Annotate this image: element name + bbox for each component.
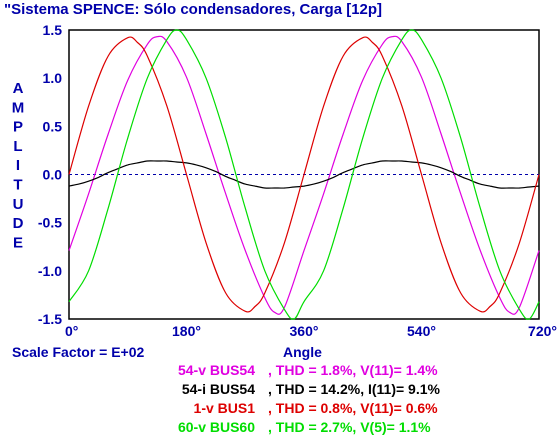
series-line-1 — [68, 160, 540, 189]
y-axis-label-letter: T — [13, 177, 22, 194]
x-tick-label: 720° — [528, 323, 557, 339]
x-tick-label: 540° — [407, 323, 436, 339]
series-line-2 — [68, 36, 540, 313]
y-tick-label: 0.0 — [43, 167, 63, 183]
x-axis-label: Angle — [283, 344, 322, 360]
legend-thd-value: , THD = 2.7%, V(5)= 1.1% — [268, 419, 431, 435]
y-axis-label-letter: P — [13, 119, 23, 136]
x-tick-labels: 0° 180° 360° 540° 720° — [65, 323, 557, 339]
y-tick-label: -0.5 — [38, 215, 62, 231]
x-tick-label: 180° — [172, 323, 201, 339]
series-line-0 — [68, 35, 540, 315]
y-axis-label-letter: E — [13, 234, 23, 251]
legend: 54-v BUS54 , THD = 1.8%, V(11)= 1.4% 54-i … — [178, 362, 441, 435]
y-axis-label-letter: A — [13, 80, 24, 97]
y-tick-label: -1.5 — [38, 311, 62, 327]
legend-series-name: 60-v BUS60 — [178, 419, 255, 435]
y-axis-label-letter: I — [16, 157, 20, 174]
legend-thd-value: , THD = 14.2%, I(11)= 9.1% — [268, 381, 441, 397]
scale-factor-label: Scale Factor = E+02 — [12, 344, 145, 360]
y-tick-label: 1.0 — [43, 70, 63, 86]
y-axis-label-letter: M — [12, 99, 25, 116]
y-tick-label: 1.5 — [43, 22, 63, 38]
y-tick-label: -1.0 — [38, 263, 62, 279]
legend-thd-value: , THD = 0.8%, V(11)= 0.6% — [268, 400, 438, 416]
y-tick-labels: 1.5 1.0 0.5 0.0 -0.5 -1.0 -1.5 — [38, 22, 62, 327]
y-axis-label-letter: L — [13, 138, 22, 155]
y-axis-label-letter: U — [13, 196, 24, 213]
y-axis-label-letter: D — [13, 215, 24, 232]
series-line-3 — [68, 29, 540, 320]
x-tick-label: 360° — [290, 323, 319, 339]
legend-series-name: 1-v BUS1 — [194, 400, 256, 416]
x-tick-label: 0° — [65, 323, 78, 339]
legend-thd-value: , THD = 1.8%, V(11)= 1.4% — [268, 362, 438, 378]
legend-series-name: 54-v BUS54 — [178, 362, 255, 378]
series-layer — [68, 29, 540, 320]
y-tick-label: 0.5 — [43, 118, 63, 134]
chart-title: "Sistema SPENCE: Sólo condensadores, Car… — [4, 1, 382, 18]
legend-series-name: 54-i BUS54 — [182, 381, 255, 397]
